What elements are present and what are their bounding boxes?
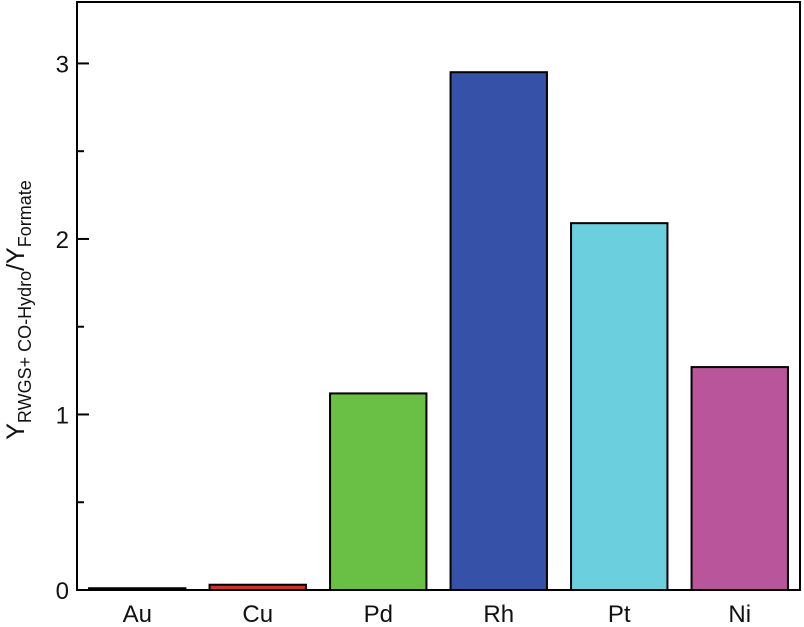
bar-pd <box>329 392 428 591</box>
y-tick-label: 1 <box>56 402 69 429</box>
y-axis-title: YRWGS+ CO-Hydro/YFormate <box>2 180 35 440</box>
bar-ni <box>690 366 789 592</box>
y-axis-title-main: Y <box>2 423 30 440</box>
y-axis-title-sub2: Formate <box>15 180 35 247</box>
y-tick-label: 2 <box>56 227 69 254</box>
y-ticks-group: 0 1 2 3 <box>56 51 89 605</box>
bars-group <box>88 71 789 592</box>
x-tick-label-ni: Ni <box>728 601 751 627</box>
y-tick-label: 0 <box>56 578 69 605</box>
y-tick-label: 3 <box>56 51 69 78</box>
x-tick-label-rh: Rh <box>483 601 514 627</box>
y-axis-title-slash: /Y <box>2 247 30 271</box>
plot-frame <box>76 1 801 591</box>
x-tick-label-pt: Pt <box>608 601 631 627</box>
x-tick-label-pd: Pd <box>364 601 393 627</box>
x-tick-labels-group: Au Cu Pd Rh Pt Ni <box>123 601 752 627</box>
x-tick-label-cu: Cu <box>242 601 273 627</box>
bar-rh <box>449 71 548 591</box>
bar-pt <box>570 222 669 591</box>
y-axis-title-sub1: RWGS+ CO-Hydro <box>15 271 35 423</box>
x-tick-label-au: Au <box>123 601 152 627</box>
